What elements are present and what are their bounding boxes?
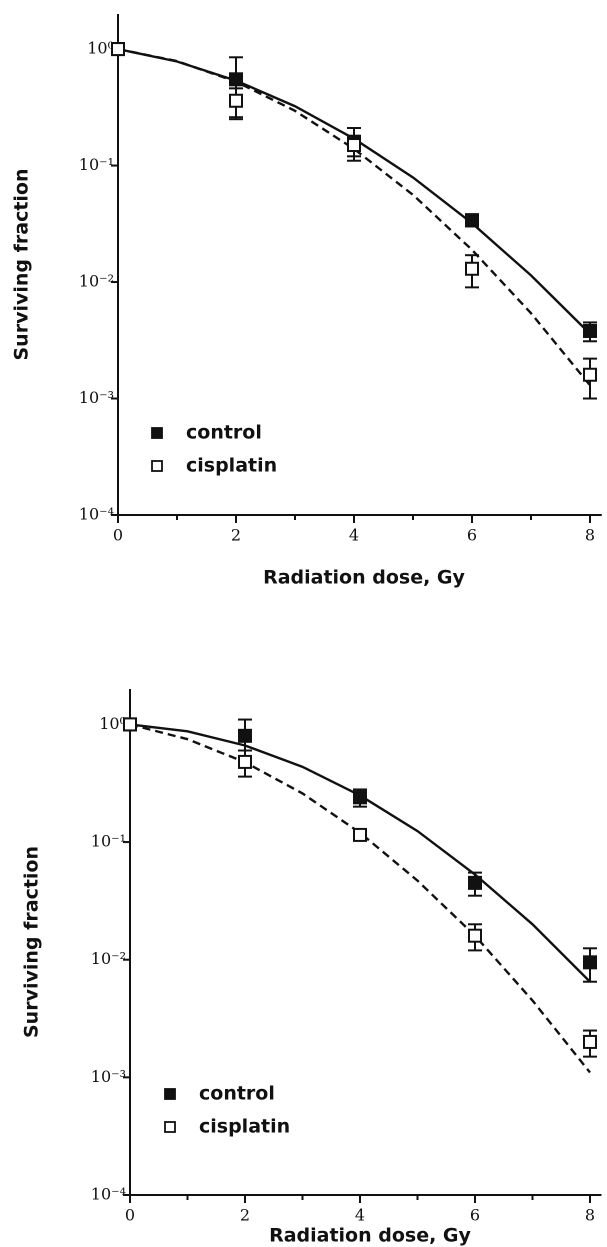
- y-tick-label: 10⁻¹: [79, 155, 114, 174]
- fit-curve: [117, 47, 591, 335]
- y-tick-label: 10⁻¹: [91, 832, 126, 851]
- legend-label: cisplatin: [186, 455, 277, 477]
- data-point: [111, 42, 125, 57]
- data-point: [229, 93, 243, 108]
- y-tick-label: 10⁻³: [79, 388, 114, 407]
- data-point: [347, 138, 361, 153]
- legend-marker: [164, 1121, 176, 1133]
- x-axis-title: Radiation dose, Gy: [263, 567, 465, 589]
- x-tick-label: 0: [125, 1206, 135, 1225]
- x-tick-label: 2: [240, 1206, 250, 1225]
- legend-label: control: [186, 422, 262, 444]
- data-point: [465, 213, 479, 228]
- x-tick-label: 2: [231, 526, 241, 545]
- legend-label: cisplatin: [199, 1116, 290, 1138]
- fit-curve: [129, 723, 591, 983]
- data-point: [583, 323, 597, 338]
- data-point: [353, 790, 367, 805]
- data-point: [123, 717, 137, 732]
- y-tick-label: 10⁻²: [79, 272, 114, 291]
- legend-marker: [151, 427, 163, 439]
- data-point: [238, 728, 252, 743]
- x-tick-label: 8: [585, 526, 595, 545]
- y-tick-label: 10⁻⁴: [91, 1185, 126, 1204]
- data-point: [583, 367, 597, 382]
- legend-label: control: [199, 1083, 275, 1105]
- data-point: [583, 1034, 597, 1049]
- data-point: [465, 261, 479, 276]
- y-tick-label: 10⁻²: [91, 949, 126, 968]
- data-point: [583, 955, 597, 970]
- data-point: [468, 928, 482, 943]
- x-tick-label: 4: [355, 1206, 365, 1225]
- data-point: [229, 72, 243, 87]
- fit-curve: [117, 47, 591, 387]
- legend-marker: [151, 460, 163, 472]
- data-point: [468, 875, 482, 890]
- x-tick-label: 6: [470, 1206, 480, 1225]
- x-tick-label: 6: [467, 526, 477, 545]
- fit-curve: [129, 723, 591, 1074]
- y-axis-title: Surviving fraction: [21, 846, 43, 1038]
- x-tick-label: 4: [349, 526, 359, 545]
- x-tick-label: 8: [585, 1206, 595, 1225]
- y-tick-label: 10⁰: [99, 714, 126, 733]
- legend-marker: [164, 1088, 176, 1100]
- data-point: [238, 754, 252, 769]
- x-tick-label: 0: [113, 526, 123, 545]
- y-tick-label: 10⁻⁴: [79, 505, 114, 524]
- y-axis-title: Surviving fraction: [11, 168, 33, 360]
- y-tick-label: 10⁰: [87, 39, 114, 58]
- data-point: [353, 827, 367, 842]
- y-tick-label: 10⁻³: [91, 1067, 126, 1086]
- x-axis-title: Radiation dose, Gy: [269, 1225, 471, 1247]
